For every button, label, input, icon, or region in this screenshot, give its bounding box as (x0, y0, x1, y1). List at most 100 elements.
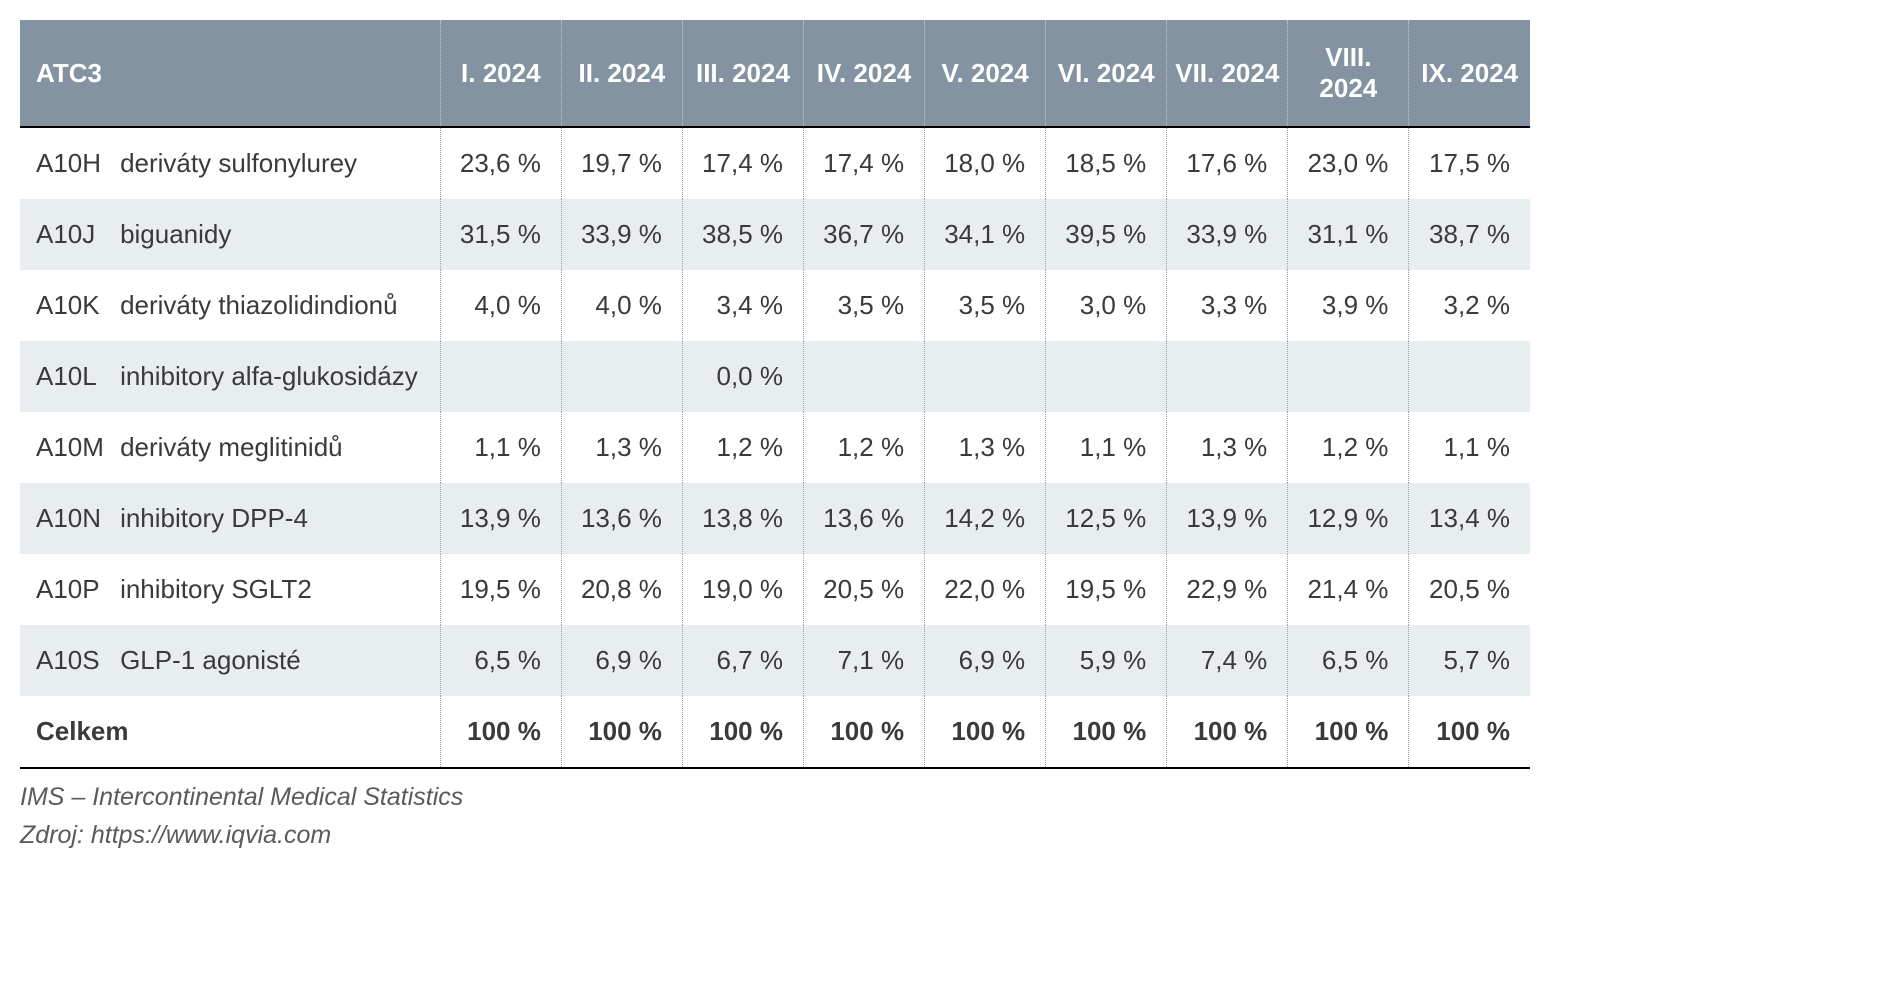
row-description: deriváty meglitinidů (120, 412, 440, 483)
header-month-8: VIII. 2024 (1288, 20, 1409, 127)
row-value: 31,5 % (440, 199, 561, 270)
row-value (1046, 341, 1167, 412)
row-value: 33,9 % (561, 199, 682, 270)
header-month-4: IV. 2024 (804, 20, 925, 127)
row-description: deriváty thiazolidindionů (120, 270, 440, 341)
total-value: 100 % (440, 696, 561, 768)
row-value: 7,4 % (1167, 625, 1288, 696)
table-row: A10SGLP-1 agonisté6,5 %6,9 %6,7 %7,1 %6,… (20, 625, 1530, 696)
total-label: Celkem (20, 696, 440, 768)
footnote-line-1: IMS – Intercontinental Medical Statistic… (20, 779, 1530, 817)
row-description: GLP-1 agonisté (120, 625, 440, 696)
row-value (925, 341, 1046, 412)
header-atc3: ATC3 (20, 20, 440, 127)
total-value: 100 % (682, 696, 803, 768)
table-header: ATC3 I. 2024 II. 2024 III. 2024 IV. 2024… (20, 20, 1530, 127)
row-value: 6,5 % (1288, 625, 1409, 696)
row-value: 3,0 % (1046, 270, 1167, 341)
total-value: 100 % (1046, 696, 1167, 768)
row-value: 6,7 % (682, 625, 803, 696)
table-row-total: Celkem100 %100 %100 %100 %100 %100 %100 … (20, 696, 1530, 768)
row-code: A10H (20, 127, 120, 199)
total-value: 100 % (925, 696, 1046, 768)
table-row: A10Pinhibitory SGLT219,5 %20,8 %19,0 %20… (20, 554, 1530, 625)
row-value: 20,8 % (561, 554, 682, 625)
total-value: 100 % (561, 696, 682, 768)
row-value: 33,9 % (1167, 199, 1288, 270)
row-value: 17,4 % (682, 127, 803, 199)
row-value: 20,5 % (804, 554, 925, 625)
row-value: 1,3 % (561, 412, 682, 483)
row-value: 17,4 % (804, 127, 925, 199)
row-description: inhibitory SGLT2 (120, 554, 440, 625)
row-value: 19,0 % (682, 554, 803, 625)
row-value: 1,1 % (1046, 412, 1167, 483)
table-body: A10Hderiváty sulfonylurey23,6 %19,7 %17,… (20, 127, 1530, 768)
row-value: 1,2 % (804, 412, 925, 483)
row-value (1288, 341, 1409, 412)
row-description: deriváty sulfonylurey (120, 127, 440, 199)
row-value: 38,5 % (682, 199, 803, 270)
total-value: 100 % (1288, 696, 1409, 768)
row-value: 5,9 % (1046, 625, 1167, 696)
row-value: 39,5 % (1046, 199, 1167, 270)
row-description: biguanidy (120, 199, 440, 270)
header-month-6: VI. 2024 (1046, 20, 1167, 127)
row-value: 19,5 % (1046, 554, 1167, 625)
row-value: 1,2 % (682, 412, 803, 483)
row-value: 17,5 % (1409, 127, 1530, 199)
atc3-table-container: ATC3 I. 2024 II. 2024 III. 2024 IV. 2024… (20, 20, 1530, 854)
row-value: 6,5 % (440, 625, 561, 696)
row-value: 20,5 % (1409, 554, 1530, 625)
header-month-3: III. 2024 (682, 20, 803, 127)
row-value (804, 341, 925, 412)
row-value: 17,6 % (1167, 127, 1288, 199)
row-code: A10S (20, 625, 120, 696)
row-value: 0,0 % (682, 341, 803, 412)
row-value: 4,0 % (440, 270, 561, 341)
total-value: 100 % (804, 696, 925, 768)
row-value (1409, 341, 1530, 412)
atc3-table: ATC3 I. 2024 II. 2024 III. 2024 IV. 2024… (20, 20, 1530, 769)
header-month-9: IX. 2024 (1409, 20, 1530, 127)
row-code: A10K (20, 270, 120, 341)
row-value: 23,6 % (440, 127, 561, 199)
row-value: 19,7 % (561, 127, 682, 199)
row-code: A10M (20, 412, 120, 483)
row-description: inhibitory DPP-4 (120, 483, 440, 554)
table-row: A10Jbiguanidy31,5 %33,9 %38,5 %36,7 %34,… (20, 199, 1530, 270)
row-code: A10N (20, 483, 120, 554)
row-value: 19,5 % (440, 554, 561, 625)
row-value (1167, 341, 1288, 412)
row-value: 14,2 % (925, 483, 1046, 554)
row-value (561, 341, 682, 412)
row-value: 7,1 % (804, 625, 925, 696)
row-value: 18,5 % (1046, 127, 1167, 199)
row-value: 12,5 % (1046, 483, 1167, 554)
row-value: 22,9 % (1167, 554, 1288, 625)
row-value: 13,8 % (682, 483, 803, 554)
row-value: 4,0 % (561, 270, 682, 341)
row-value: 3,4 % (682, 270, 803, 341)
row-value: 31,1 % (1288, 199, 1409, 270)
header-month-7: VII. 2024 (1167, 20, 1288, 127)
row-value: 5,7 % (1409, 625, 1530, 696)
row-code: A10L (20, 341, 120, 412)
header-month-5: V. 2024 (925, 20, 1046, 127)
total-value: 100 % (1409, 696, 1530, 768)
table-row: A10Hderiváty sulfonylurey23,6 %19,7 %17,… (20, 127, 1530, 199)
row-value: 1,1 % (1409, 412, 1530, 483)
row-value: 38,7 % (1409, 199, 1530, 270)
table-row: A10Ninhibitory DPP-413,9 % 13,6 %13,8 % 13… (20, 483, 1530, 554)
row-value: 13,9 % (440, 483, 561, 554)
row-value: 13,6 % (804, 483, 925, 554)
row-value: 34,1 % (925, 199, 1046, 270)
row-value: 36,7 % (804, 199, 925, 270)
row-value: 6,9 % (925, 625, 1046, 696)
row-value: 18,0 % (925, 127, 1046, 199)
row-value: 13,4 % (1409, 483, 1530, 554)
row-value: 3,3 % (1167, 270, 1288, 341)
row-value: 3,5 % (804, 270, 925, 341)
total-value: 100 % (1167, 696, 1288, 768)
header-month-1: I. 2024 (440, 20, 561, 127)
